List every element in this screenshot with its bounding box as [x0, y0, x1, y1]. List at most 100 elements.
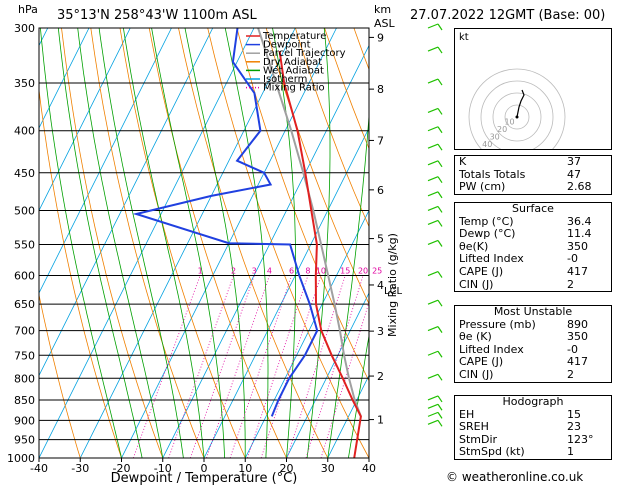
surface-dewp: 11.4 — [567, 227, 592, 241]
wind-barb — [427, 271, 439, 277]
mixing-ratio-line — [206, 275, 270, 458]
hodograph-ring — [504, 104, 530, 130]
wind-barb-flag — [437, 143, 443, 151]
km-tick-label: 1 — [377, 414, 384, 427]
wind-barb-flag — [437, 326, 443, 333]
isotherm-line — [162, 44, 369, 458]
mixing-ratio-labels: 1 2 3 4 6 8 10 15 20 25 — [198, 267, 383, 276]
mixing-ratio-label: 6 — [289, 267, 294, 276]
indices-table: K 37 Totals Totals 47 PW (cm) 2.68 — [454, 155, 612, 195]
wind-barb — [427, 403, 439, 409]
x-tick-label: -30 — [71, 462, 89, 475]
hodograph-table: Hodograph EH 15 SREH 23 StmDir 123° StmSpd … — [454, 395, 612, 460]
km-tick-label: 5 — [377, 233, 384, 246]
surface-theta-label: θe(K) — [459, 239, 489, 253]
km-tick-label: 6 — [377, 184, 384, 197]
x-tick-label: 40 — [362, 462, 376, 475]
wet-adiabat-line — [77, 28, 164, 458]
wind-barb-flag — [437, 191, 443, 199]
wet-adiabat-line — [348, 333, 369, 458]
stmdir-label: StmDir — [459, 432, 498, 446]
wind-barb — [427, 239, 439, 246]
x-tick-label: -10 — [154, 462, 172, 475]
mixing-ratio-line — [168, 275, 234, 458]
isotherm-line — [39, 28, 255, 458]
lcl-label: LCL — [384, 286, 403, 297]
wind-barb-flag — [437, 206, 443, 213]
pressure-tick-label: 700 — [14, 325, 35, 338]
legend-entry: Parcel Trajectory — [263, 48, 346, 59]
wind-barb-flag — [437, 395, 443, 403]
wind-barb — [427, 299, 439, 305]
isotherm-line — [79, 28, 296, 458]
wind-barb-flag — [437, 78, 443, 86]
stmspd-value: 1 — [567, 445, 574, 459]
dry-adiabat-line — [295, 28, 369, 228]
dry-adiabat-line — [90, 28, 205, 458]
mixing-ratio-line — [247, 275, 309, 458]
pressure-tick-label: 950 — [14, 434, 35, 447]
wind-barb — [427, 176, 439, 182]
eh-value: 15 — [567, 407, 581, 421]
pressure-tick-label: 350 — [14, 77, 35, 90]
unstable-theta-label: θe (K) — [459, 330, 492, 344]
surface-dewp-label: Dewp (°C) — [459, 227, 516, 241]
pressure-tick-label: 750 — [14, 349, 35, 362]
km-tick-label: 9 — [377, 31, 384, 44]
hodograph-ring-label: 20 — [497, 125, 507, 134]
pressure-tick-label: 550 — [14, 238, 35, 251]
dewpoint-line — [132, 28, 319, 417]
wind-barb — [427, 160, 439, 166]
wind-barb-flag — [437, 220, 443, 227]
hodograph-unit: kt — [459, 32, 469, 43]
wind-barb — [427, 350, 439, 356]
mixing-ratio-label: 10 — [316, 267, 326, 276]
hodograph-ring-label: 10 — [504, 117, 514, 126]
km-tick-label: 8 — [377, 83, 384, 96]
unstable-table: Most Unstable Pressure (mb) 890 θe (K) 350… — [454, 305, 612, 383]
temperature-tick-labels: -40 -30 -20 -10 0 10 20 30 40 — [30, 458, 376, 475]
surface-cin-label: CIN (J) — [459, 277, 494, 291]
pressure-tick-label: 850 — [14, 394, 35, 407]
x-tick-label: 30 — [321, 462, 335, 475]
mixing-ratio-line — [229, 275, 292, 458]
km-unit: km — [374, 3, 392, 16]
legend-entry: Wet Adiabat — [263, 65, 324, 76]
surface-temp: 36.4 — [567, 214, 592, 228]
km-tick-label: 2 — [377, 370, 384, 383]
wind-barb-flag — [437, 403, 443, 411]
isotherm-line — [203, 127, 369, 458]
surface-cin: 2 — [567, 277, 574, 291]
wind-barb-flag — [437, 271, 443, 278]
mixing-ratio-line — [305, 275, 364, 458]
mixing-ratio-line — [190, 275, 255, 458]
wind-barb-flag — [437, 46, 443, 54]
tt-value: 47 — [567, 167, 581, 181]
sreh-value: 23 — [567, 420, 581, 434]
parcel-trajectory-line — [257, 28, 362, 417]
isotherm-line — [39, 28, 214, 377]
wind-barb-flag — [437, 240, 443, 247]
isotherm-line — [327, 374, 369, 458]
hodograph-origin — [515, 115, 519, 119]
pressure-tick-label: 600 — [14, 270, 35, 283]
mixing-ratio-line — [320, 300, 369, 458]
isotherm-line — [244, 209, 369, 458]
legend-entry: Mixing Ratio — [263, 83, 325, 94]
surface-li-label: Lifted Index — [459, 252, 524, 266]
hodograph-ring-label: 40 — [482, 140, 492, 149]
legend-entry: Isotherm — [263, 74, 307, 85]
copyright[interactable]: © weatheronline.co.uk — [446, 470, 584, 484]
wind-barb-flag — [437, 412, 443, 419]
unstable-li-label: Lifted Index — [459, 342, 524, 356]
unstable-cape: 417 — [567, 355, 588, 369]
eh-label: EH — [459, 407, 475, 421]
wind-barb — [427, 373, 439, 379]
x-tick-label: 20 — [280, 462, 294, 475]
sreh-label: SREH — [459, 420, 489, 434]
unstable-cin: 2 — [567, 367, 574, 381]
wind-barb — [427, 46, 439, 52]
unstable-cape-label: CAPE (J) — [459, 355, 504, 369]
